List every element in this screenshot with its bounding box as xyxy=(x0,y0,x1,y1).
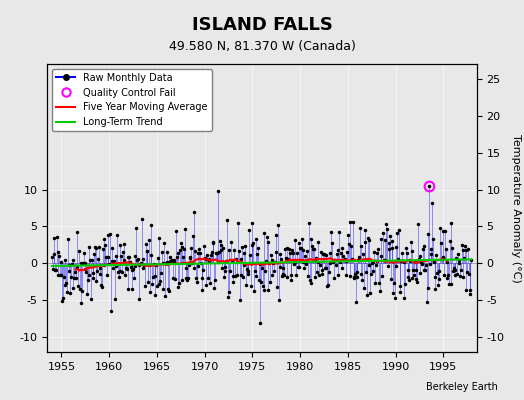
Text: ISLAND FALLS: ISLAND FALLS xyxy=(192,16,332,34)
Text: Berkeley Earth: Berkeley Earth xyxy=(426,382,498,392)
Y-axis label: Temperature Anomaly (°C): Temperature Anomaly (°C) xyxy=(511,134,521,282)
Legend: Raw Monthly Data, Quality Control Fail, Five Year Moving Average, Long-Term Tren: Raw Monthly Data, Quality Control Fail, … xyxy=(52,69,212,131)
Text: 49.580 N, 81.370 W (Canada): 49.580 N, 81.370 W (Canada) xyxy=(169,40,355,53)
